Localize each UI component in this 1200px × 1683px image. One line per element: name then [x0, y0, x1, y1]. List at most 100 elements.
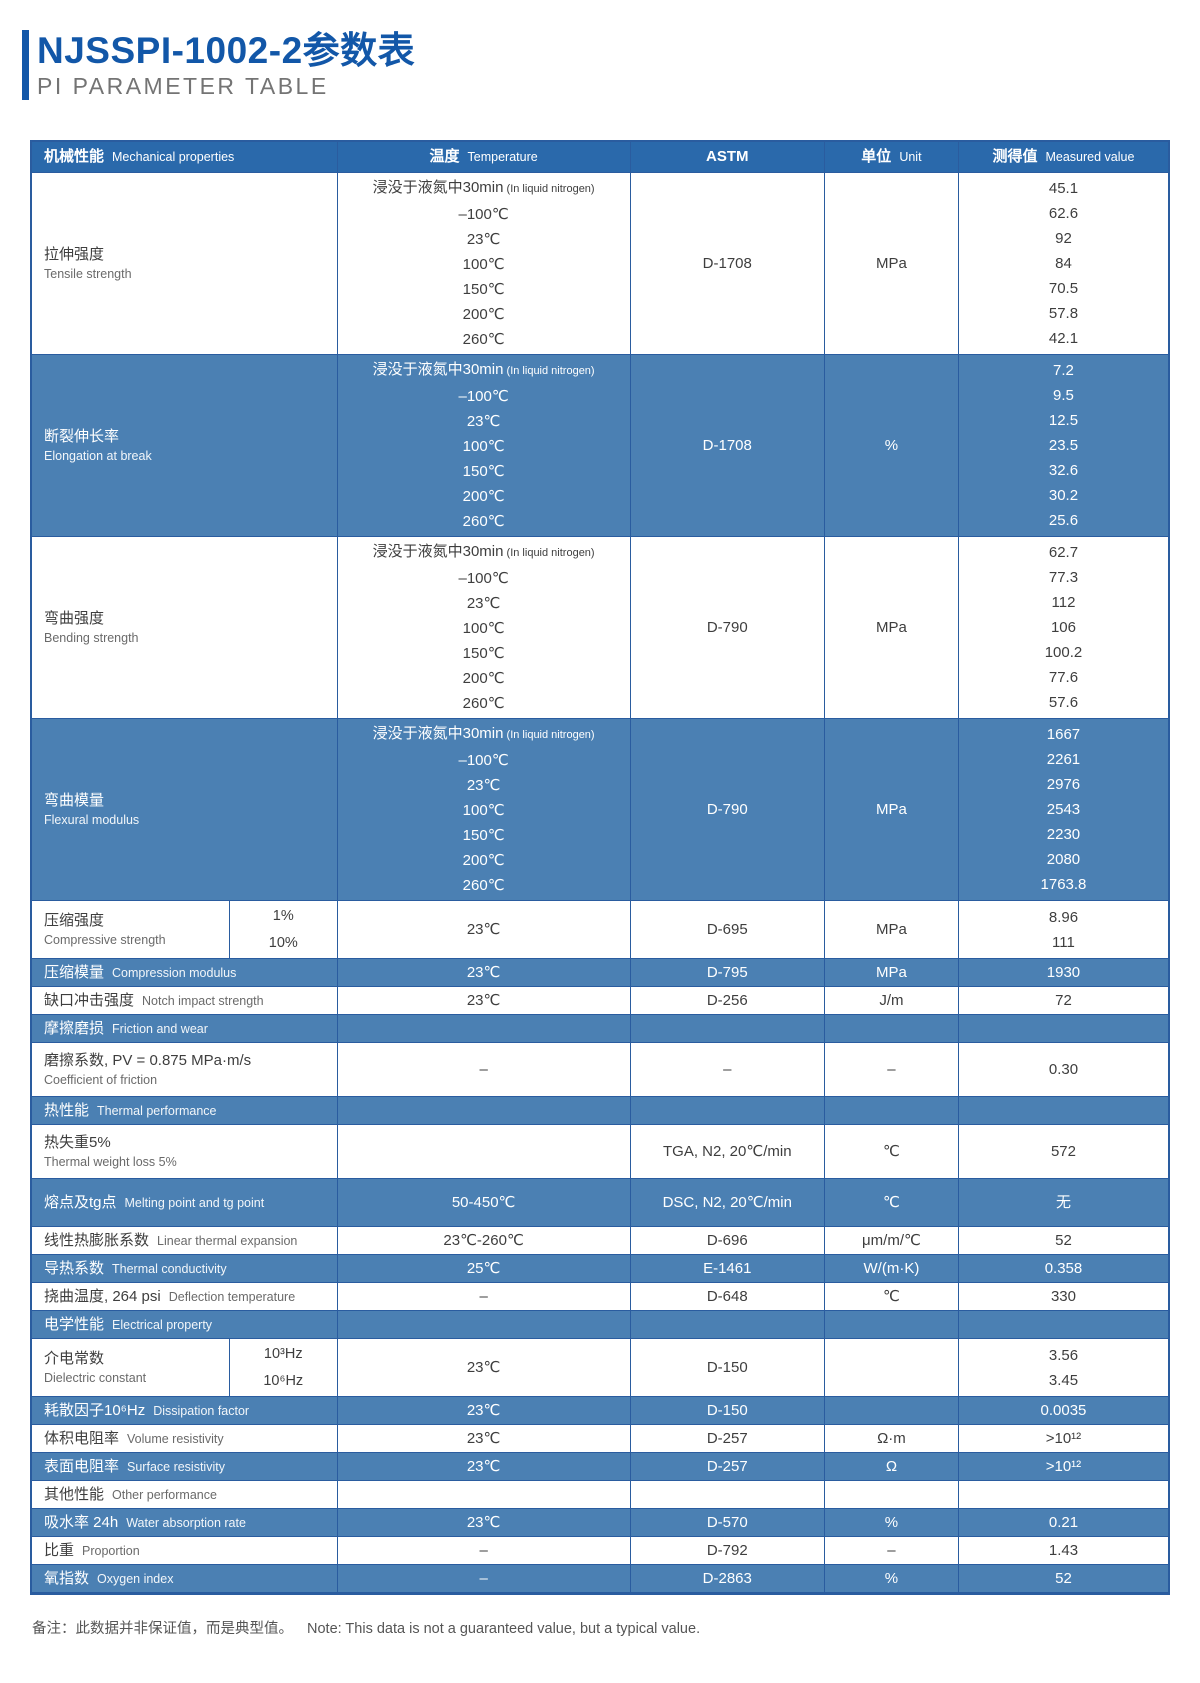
value-line: 23.5: [1048, 437, 1079, 455]
property-zh: 其他性能: [44, 1485, 105, 1503]
value-line: 70.5: [1048, 280, 1079, 298]
astm-cell: [631, 1311, 825, 1339]
table-row: 熔点及tg点 Melting point and tg point 50-450℃ D…: [32, 1178, 1168, 1227]
astm-cell: TGA, N2, 20℃/min: [631, 1125, 825, 1179]
property-zh: 电学性能: [44, 1315, 105, 1333]
property-cell: 摩擦磨损 Friction and wear: [32, 1015, 338, 1043]
table-row: 缺口冲击强度 Notch impact strength 23℃ D-256 J/m 72: [32, 986, 1168, 1015]
astm-cell: D-570: [631, 1509, 825, 1537]
temperature-main: 200℃: [462, 306, 505, 324]
astm-cell: D-792: [631, 1537, 825, 1565]
temperature-main: –100℃: [458, 206, 509, 224]
property-zh: 压缩强度: [44, 912, 105, 930]
astm-cell: D-257: [631, 1453, 825, 1481]
value-line: 32.6: [1048, 462, 1079, 480]
property-cell: 电学性能 Electrical property: [32, 1311, 338, 1339]
property-zh: 拉伸强度: [44, 246, 105, 264]
table-row: 线性热膨胀系数 Linear thermal expansion 23℃-260℃ D…: [32, 1226, 1168, 1255]
temperature-line: –100℃: [459, 384, 509, 409]
astm-cell: D-150: [631, 1339, 825, 1397]
property-en: Dissipation factor: [153, 1403, 250, 1418]
property-en: Electrical property: [112, 1317, 213, 1332]
value-cell: 0.0035: [1040, 1401, 1087, 1419]
temperature-cell: 浸没于液氮中30min (In liquid nitrogen) –100℃ 23℃…: [338, 355, 631, 537]
temperature-cell: 浸没于液氮中30min (In liquid nitrogen) –100℃ 23℃…: [338, 173, 631, 355]
title-accent-bar: [22, 30, 29, 101]
property-zh: 磨擦系数, PV = 0.875 MPa·m/s: [44, 1052, 252, 1070]
table-row: 表面电阻率 Surface resistivity 23℃ D-257 Ω >10¹²: [32, 1452, 1168, 1481]
property-sub-conditions: 10³Hz 10⁶Hz: [230, 1339, 337, 1396]
unit-cell: MPa: [825, 959, 959, 987]
property-cell: 弯曲模量 Flexural modulus: [32, 719, 338, 901]
astm-cell: D-790: [631, 537, 825, 719]
table-row: 耗散因子10⁶Hz Dissipation factor 23℃ D-150 0.003…: [32, 1396, 1168, 1425]
property-zh: 缺口冲击强度: [44, 991, 135, 1009]
temperature-main: 浸没于液氮中30min: [372, 543, 504, 561]
property-zh: 表面电阻率: [44, 1457, 120, 1475]
property-en: Linear thermal expansion: [157, 1233, 298, 1248]
temperature-line: 23℃: [467, 227, 501, 252]
temperature-cell: 23℃: [338, 959, 631, 987]
value-line: 42.1: [1048, 330, 1079, 348]
astm-cell: [631, 1097, 825, 1125]
temperature-cell: 23℃: [338, 1339, 631, 1397]
value-cell: 无: [1055, 1193, 1071, 1211]
property-en: Melting point and tg point: [124, 1195, 265, 1210]
temperature-cell: 浸没于液氮中30min (In liquid nitrogen) –100℃ 23℃…: [338, 719, 631, 901]
property-en: Thermal performance: [97, 1103, 217, 1118]
value-line: 77.3: [1048, 569, 1079, 587]
temperature-note: (In liquid nitrogen): [503, 365, 595, 378]
table-row: 热失重5% Thermal weight loss 5% TGA, N2, 20℃/…: [32, 1124, 1168, 1179]
property-zh: 吸水率 24h: [44, 1513, 119, 1531]
temperature-line: 浸没于液氮中30min (In liquid nitrogen): [373, 175, 595, 202]
property-zh: 挠曲温度, 264 psi: [44, 1287, 161, 1305]
unit-cell: Ω·m: [825, 1425, 959, 1453]
title-block: NJSSPI-1002-2参数表 PI PARAMETER TABLE: [37, 30, 415, 100]
temperature-cell: –: [338, 1537, 631, 1565]
unit-cell: ℃: [825, 1283, 959, 1311]
unit-cell: [825, 1481, 959, 1509]
astm-cell: [631, 1015, 825, 1043]
page: NJSSPI-1002-2参数表 PI PARAMETER TABLE 机械性能…: [0, 30, 1200, 1638]
temperature-note: (In liquid nitrogen): [503, 547, 595, 560]
property-cell: 热失重5% Thermal weight loss 5%: [32, 1125, 338, 1179]
header-temperature-zh: 温度: [429, 148, 460, 166]
table-row: 比重 Proportion – D-792– 1.43: [32, 1536, 1168, 1565]
temperature-main: 150℃: [462, 463, 505, 481]
temperature-line: –100℃: [459, 748, 509, 773]
property-zh: 热失重5%: [44, 1134, 111, 1152]
unit-cell: ℃: [825, 1125, 959, 1179]
property-zh: 压缩模量: [44, 963, 105, 981]
value-cell: [959, 1481, 1168, 1508]
value-line: 2230: [1046, 826, 1081, 844]
property-cell: 压缩强度 Compressive strength 1% 10%: [32, 901, 338, 959]
temperature-cell: –: [338, 1283, 631, 1311]
property-cell: 压缩模量 Compression modulus: [32, 959, 338, 987]
value-cell: 7.2 9.5 12.5 23.5 32.6 30.2 25.6: [959, 355, 1168, 536]
header-astm: ASTM: [631, 142, 825, 173]
property-cell: 表面电阻率 Surface resistivity: [32, 1453, 338, 1481]
unit-cell: –: [825, 1043, 959, 1097]
value-cell: >10¹²: [1045, 1429, 1082, 1447]
temperature-line: 260℃: [463, 873, 505, 898]
value-cell: 8.96 111: [959, 901, 1168, 958]
temperature-main: 23℃: [466, 595, 501, 613]
value-cell: 1.43: [1048, 1541, 1079, 1559]
unit-cell: [825, 1397, 959, 1425]
property-cell: 磨擦系数, PV = 0.875 MPa·m/s Coefficient of f…: [32, 1043, 338, 1097]
property-en: Compressive strength: [44, 932, 166, 947]
temperature-main: 浸没于液氮中30min: [372, 725, 504, 743]
property-sub-conditions: 1% 10%: [230, 901, 337, 958]
property-en: Friction and wear: [112, 1021, 208, 1036]
temperature-line: –100℃: [459, 202, 509, 227]
sub-condition: 1%: [272, 907, 294, 924]
table-row: 压缩模量 Compression modulus 23℃ D-795 MPa 1930: [32, 958, 1168, 987]
temperature-main: 23℃: [466, 777, 501, 795]
header-measured-value: 测得值 Measured value: [959, 142, 1168, 172]
property-cell: 热性能 Thermal performance: [32, 1097, 338, 1125]
property-en: Flexural modulus: [44, 812, 140, 827]
temperature-line: 260℃: [463, 327, 505, 352]
temperature-note: (In liquid nitrogen): [503, 183, 595, 196]
table-row: 导热系数 Thermal conductivity 25℃ E-1461 W/(m·K)…: [32, 1254, 1168, 1283]
astm-cell: E-1461: [631, 1255, 825, 1283]
